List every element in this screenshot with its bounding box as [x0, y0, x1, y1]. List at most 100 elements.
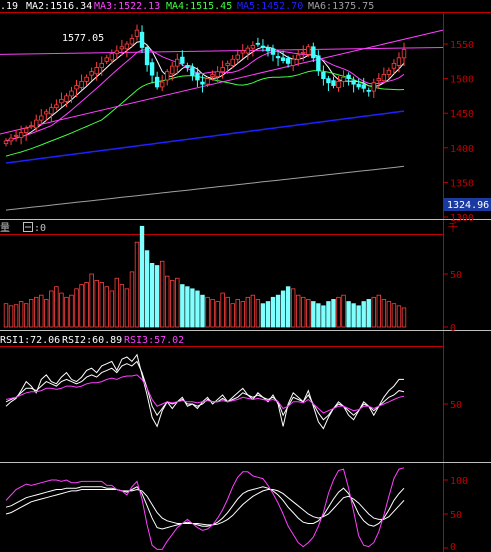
- volume-bar: [8, 305, 14, 328]
- price-tick-label: 1400: [450, 144, 474, 155]
- ma6-line: [5, 165, 405, 211]
- volume-bar: [69, 294, 74, 328]
- candle-body: [301, 51, 306, 54]
- candle-body: [210, 74, 215, 77]
- volume-bar: [49, 290, 54, 328]
- volume-bar: [180, 284, 185, 328]
- current-value-box: [444, 198, 491, 211]
- volume-bar: [154, 265, 160, 328]
- volume-bar: [371, 296, 376, 328]
- candle-body: [124, 43, 130, 50]
- volume-bar: [296, 294, 301, 328]
- candle-body: [94, 67, 99, 75]
- volume-bar: [366, 299, 371, 328]
- candle-body: [79, 80, 84, 88]
- candlesticks: [3, 24, 407, 147]
- candle-body: [255, 42, 261, 45]
- candle-body: [39, 115, 44, 121]
- trend-line-lower: [0, 29, 444, 135]
- volume-bar: [396, 305, 402, 328]
- candle-body: [159, 81, 165, 88]
- candle-body: [104, 57, 109, 62]
- volume-bar: [306, 299, 311, 328]
- volume-bar: [54, 286, 59, 328]
- volume-bar: [386, 301, 392, 328]
- volume-bar: [391, 303, 397, 328]
- volume-bar: [119, 284, 125, 328]
- candle-body: [13, 134, 19, 137]
- volume-bar: [215, 301, 220, 328]
- volume-bar: [210, 299, 215, 328]
- volume-bar: [34, 296, 39, 328]
- candle-body: [321, 71, 326, 80]
- volume-bar: [94, 279, 99, 328]
- price-axis: 1550 1500 1450 1400 1350 1300: [443, 40, 474, 224]
- volume-bar: [275, 294, 281, 328]
- candle-body: [331, 80, 336, 86]
- candle-body: [230, 58, 235, 66]
- candle-body: [215, 71, 220, 77]
- candle-body: [225, 62, 230, 66]
- price-tick-label: 1550: [450, 40, 474, 51]
- volume-bar: [321, 305, 326, 328]
- volume-bar: [381, 299, 387, 328]
- volume-bar: [235, 299, 240, 328]
- volume-mode-label: :0: [34, 223, 46, 234]
- candle-body: [306, 46, 311, 55]
- volume-bar: [270, 296, 276, 328]
- candle-body: [149, 62, 155, 76]
- candle-body: [290, 58, 296, 66]
- candle-body: [270, 48, 276, 55]
- candle-body: [180, 56, 185, 64]
- volume-bar: [351, 303, 356, 328]
- price-tick-label: 1300: [450, 213, 474, 224]
- volume-bar: [89, 273, 94, 328]
- candle-body: [119, 46, 125, 50]
- candle-body: [175, 58, 180, 67]
- candle-body: [346, 74, 351, 79]
- candle-body: [74, 85, 79, 90]
- volume-bar: [260, 303, 266, 328]
- volume-bar: [165, 275, 170, 328]
- candle-body: [114, 50, 120, 55]
- volume-bar: [144, 250, 150, 328]
- candle-body: [235, 54, 240, 60]
- volume-bar: [175, 277, 180, 328]
- candle-body: [165, 71, 170, 81]
- volume-bar: [280, 290, 286, 328]
- volume-bar: [134, 241, 140, 328]
- rsi1-label: RSI1:72.06: [0, 335, 60, 346]
- ma5-line: [5, 110, 405, 164]
- price-tick-label: 1350: [450, 178, 474, 189]
- candle-body: [3, 140, 9, 145]
- candle-body: [154, 76, 160, 88]
- candle-body: [250, 44, 256, 49]
- volume-bar: [336, 296, 341, 328]
- kdj-axis: 100 50 0: [443, 476, 468, 552]
- volume-bar: [290, 288, 296, 328]
- volume-axis: 50 0: [443, 270, 462, 334]
- trend-line-upper: [0, 46, 444, 55]
- candle-body: [245, 47, 251, 54]
- volume-bar: [285, 286, 291, 328]
- candle-body: [371, 82, 376, 92]
- volume-bar: [245, 296, 251, 328]
- volume-bar: [205, 296, 210, 328]
- volume-bar: [200, 294, 205, 328]
- kdj-d-line: [5, 488, 405, 526]
- candle-body: [23, 128, 29, 133]
- volume-mode-toggle[interactable]: [23, 222, 33, 232]
- candle-body: [396, 57, 402, 66]
- volume-bars: [3, 225, 407, 328]
- price-tick-label: 1500: [450, 75, 474, 86]
- volume-bar: [39, 294, 44, 328]
- volume-bar: [79, 284, 84, 328]
- volume-bar: [104, 286, 109, 328]
- price-lines: [0, 29, 444, 211]
- volume-bar: [159, 260, 165, 328]
- candle-body: [89, 71, 94, 76]
- volume-bar: [3, 303, 9, 328]
- candle-body: [84, 76, 89, 82]
- candle-body: [195, 72, 200, 81]
